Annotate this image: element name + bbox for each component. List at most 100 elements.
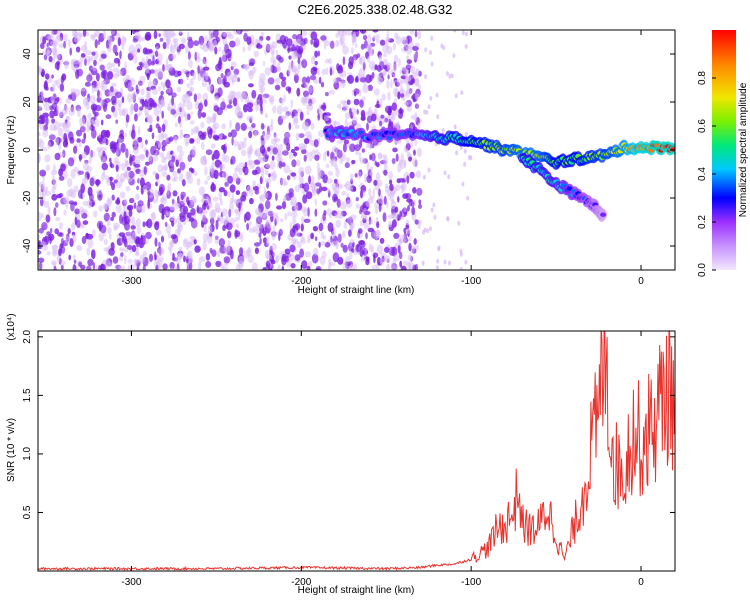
noise-point [189,262,193,270]
noise-point [196,205,200,213]
noise-point [336,183,344,190]
noise-point [175,159,179,167]
noise-point [271,173,277,182]
noise-point [412,45,419,52]
noise-point [238,145,241,151]
noise-point [60,260,66,266]
noise-point [386,80,390,89]
noise-point [331,146,339,154]
noise-point [202,92,209,102]
noise-point [365,200,370,208]
noise-point [153,107,160,117]
noise-point [171,155,176,163]
noise-point [78,32,85,38]
colorbar-ticks: 0.0 0.2 0.4 0.6 0.8 [697,71,716,277]
noise-point [279,34,287,45]
noise-point [208,202,213,208]
noise-point [298,166,305,176]
noise-point [218,187,225,193]
noise-point [145,231,152,240]
noise-point [187,51,191,60]
noise-point [126,166,131,171]
noise-point [42,129,49,138]
noise-point [115,164,119,172]
chart-title: C2E6.2025.338.02.48.G32 [297,2,453,17]
noise-point [272,147,278,155]
noise-point [344,112,351,120]
noise-point [149,69,156,74]
noise-point [436,114,440,120]
noise-point [89,155,92,165]
noise-point [227,230,232,239]
noise-point [184,45,190,54]
noise-point [242,46,246,53]
noise-point [137,200,144,207]
noise-point [342,56,346,66]
noise-point [326,150,330,157]
noise-point [135,193,140,201]
noise-point [399,210,403,218]
noise-point [84,40,87,51]
noise-point [234,167,238,173]
noise-point [314,60,318,66]
noise-point [236,30,241,35]
noise-point [176,253,184,259]
noise-point [290,200,294,206]
noise-point [220,73,224,79]
noise-point [403,101,409,106]
spectrogram-y-ticks: -40 -20 0 20 40 [22,48,675,253]
noise-point [223,189,228,197]
noise-point [130,225,136,230]
noise-point [248,83,254,88]
noise-point [174,136,178,143]
noise-point [320,231,325,240]
noise-point [102,169,106,178]
noise-point [392,43,396,51]
noise-point [298,133,305,139]
noise-point [379,39,386,46]
noise-point [159,108,162,115]
noise-point [162,42,167,50]
noise-point [58,248,62,256]
noise-point [154,237,158,247]
noise-point [342,105,349,112]
noise-point [252,262,258,270]
noise-point [368,187,372,197]
noise-point [238,162,245,168]
noise-point [395,153,399,162]
noise-point [372,30,379,33]
noise-point [46,49,51,55]
noise-point [305,130,312,138]
noise-point [392,73,396,78]
noise-point [41,90,44,99]
noise-point [87,112,92,120]
noise-point [106,62,113,70]
noise-point [324,40,331,47]
noise-point [376,64,382,72]
noise-point [288,122,292,131]
noise-point [57,127,64,137]
noise-point [93,210,98,218]
noise-point [109,161,113,168]
noise-point [360,157,366,164]
noise-point [248,160,256,169]
noise-point [147,128,153,132]
noise-point [367,42,372,52]
noise-point [51,118,56,124]
noise-point [314,236,318,241]
noise-point [436,258,440,264]
noise-point [41,222,48,231]
noise-point [300,96,307,104]
noise-point [124,159,129,167]
noise-point [102,69,108,80]
noise-point [113,157,119,164]
noise-point [300,223,304,232]
noise-point [417,122,421,130]
noise-point [412,187,417,194]
noise-point [313,139,319,148]
noise-point [468,155,471,160]
noise-point [127,93,133,103]
noise-point [40,42,45,50]
noise-point [201,192,205,203]
noise-point [307,102,314,112]
